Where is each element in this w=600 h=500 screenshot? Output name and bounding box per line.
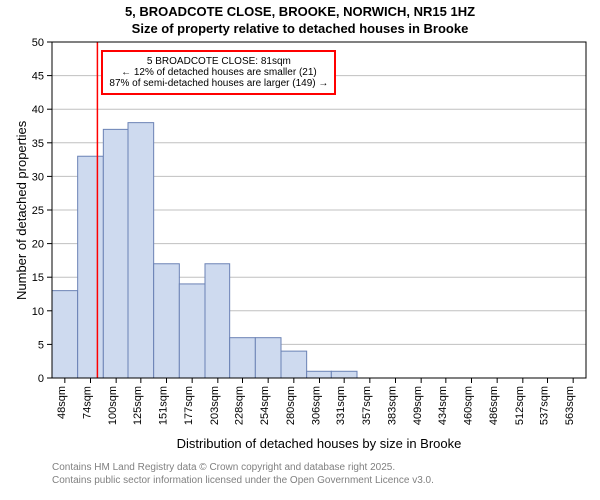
svg-text:203sqm: 203sqm [209, 386, 221, 425]
property-size-chart: 5, BROADCOTE CLOSE, BROOKE, NORWICH, NR1… [0, 0, 600, 500]
svg-text:409sqm: 409sqm [412, 386, 424, 425]
svg-text:74sqm: 74sqm [81, 386, 93, 419]
svg-text:30: 30 [32, 171, 44, 183]
svg-text:537sqm: 537sqm [539, 386, 551, 425]
svg-text:20: 20 [32, 239, 44, 251]
footer-line1: Contains HM Land Registry data © Crown c… [52, 462, 395, 473]
svg-text:151sqm: 151sqm [157, 386, 169, 425]
svg-text:357sqm: 357sqm [361, 386, 373, 425]
footer-line2: Contains public sector information licen… [52, 475, 434, 486]
callout-line1: 5 BROADCOTE CLOSE: 81sqm [109, 56, 328, 67]
svg-text:48sqm: 48sqm [56, 386, 68, 419]
svg-text:10: 10 [32, 306, 44, 318]
callout-line2: ← 12% of detached houses are smaller (21… [109, 67, 328, 78]
svg-text:460sqm: 460sqm [463, 386, 475, 425]
svg-text:0: 0 [38, 373, 44, 385]
callout-line3: 87% of semi-detached houses are larger (… [109, 78, 328, 89]
svg-text:45: 45 [32, 71, 44, 83]
svg-text:177sqm: 177sqm [183, 386, 195, 425]
svg-text:306sqm: 306sqm [310, 386, 322, 425]
svg-text:5: 5 [38, 339, 44, 351]
svg-text:434sqm: 434sqm [437, 386, 449, 425]
svg-text:40: 40 [32, 104, 44, 116]
svg-text:228sqm: 228sqm [234, 386, 246, 425]
svg-text:25: 25 [32, 205, 44, 217]
svg-text:280sqm: 280sqm [285, 386, 297, 425]
svg-text:383sqm: 383sqm [386, 386, 398, 425]
svg-text:486sqm: 486sqm [488, 386, 500, 425]
x-axis-label: Distribution of detached houses by size … [52, 436, 586, 451]
svg-text:512sqm: 512sqm [514, 386, 526, 425]
svg-text:50: 50 [32, 37, 44, 49]
svg-text:254sqm: 254sqm [259, 386, 271, 425]
svg-text:125sqm: 125sqm [132, 386, 144, 425]
property-callout-box: 5 BROADCOTE CLOSE: 81sqm ← 12% of detach… [101, 50, 336, 95]
svg-text:331sqm: 331sqm [335, 386, 347, 425]
svg-text:15: 15 [32, 272, 44, 284]
svg-text:35: 35 [32, 138, 44, 150]
svg-text:100sqm: 100sqm [107, 386, 119, 425]
svg-text:563sqm: 563sqm [564, 386, 576, 425]
y-axis-label: Number of detached properties [14, 121, 29, 300]
